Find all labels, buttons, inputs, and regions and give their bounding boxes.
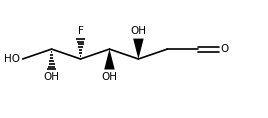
Text: F: F — [78, 26, 83, 36]
Text: OH: OH — [102, 72, 117, 82]
Text: OH: OH — [131, 26, 146, 36]
Polygon shape — [133, 39, 144, 59]
Text: OH: OH — [44, 72, 59, 82]
Polygon shape — [104, 49, 115, 70]
Text: O: O — [220, 44, 228, 54]
Text: HO: HO — [4, 54, 20, 64]
